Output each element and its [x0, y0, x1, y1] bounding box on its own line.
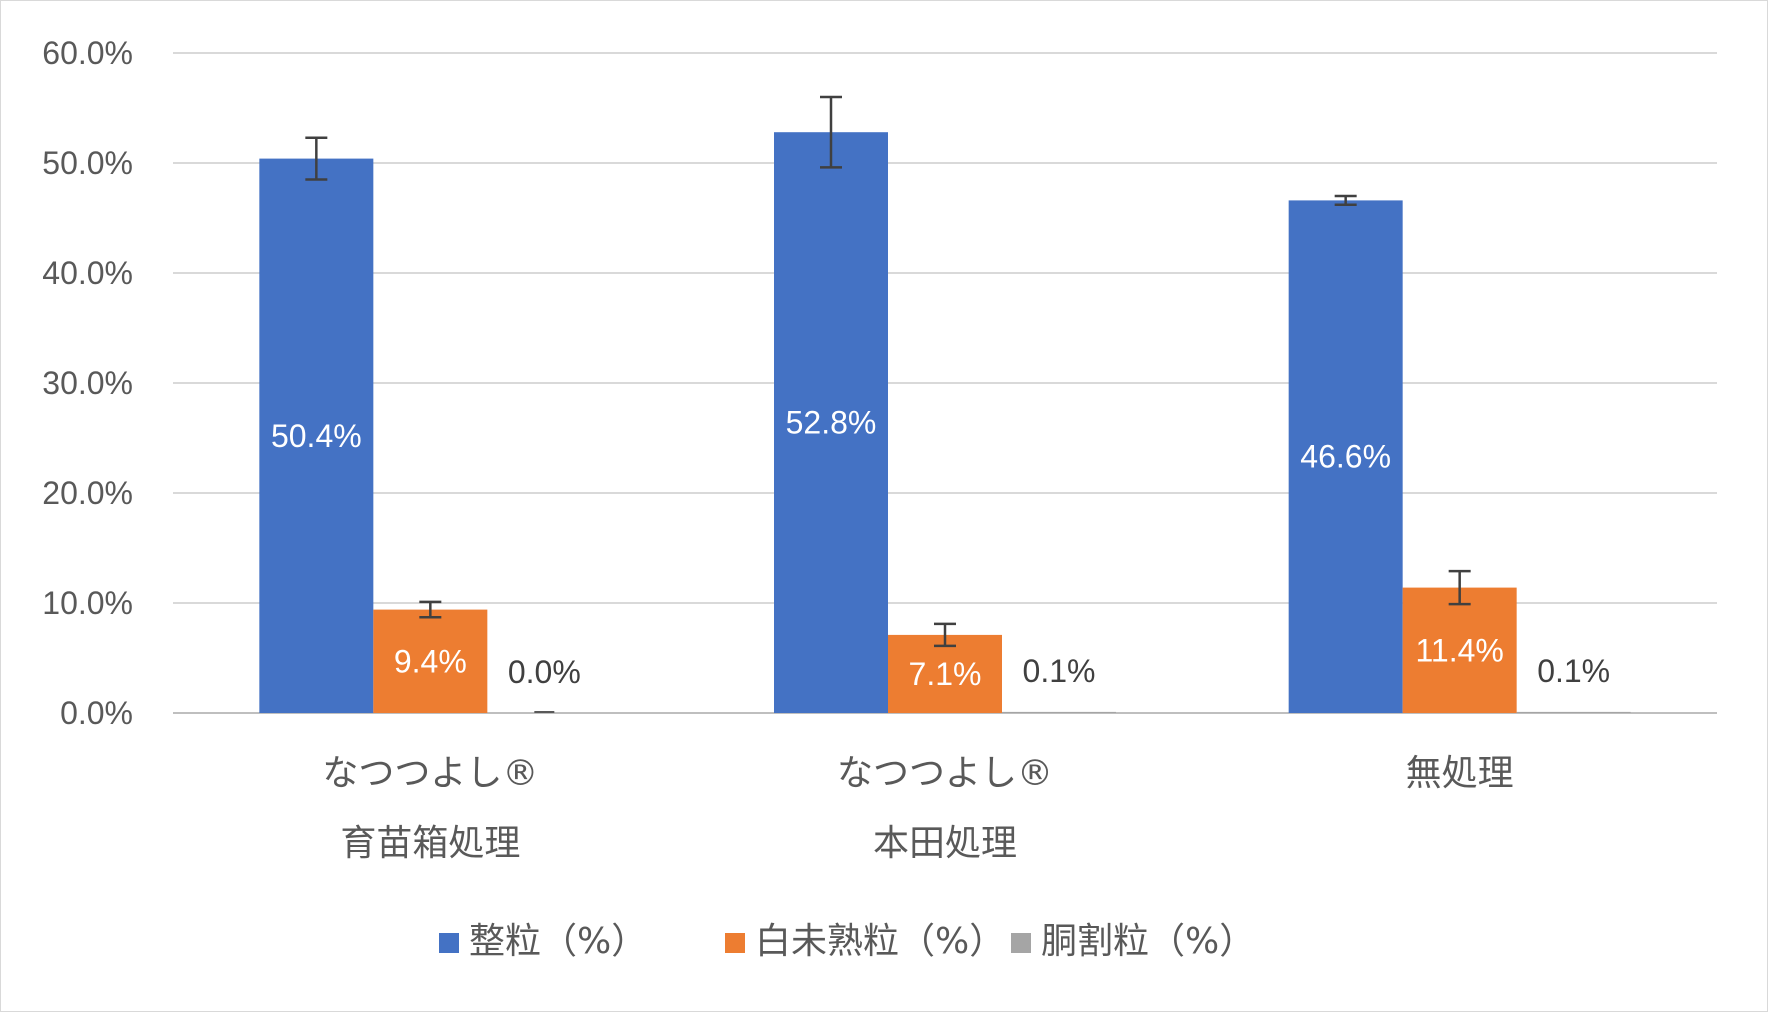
- bar: [774, 132, 888, 713]
- y-tick-label: 20.0%: [42, 475, 133, 511]
- data-label: 7.1%: [909, 656, 982, 692]
- legend: 整粒（%） 白未熟粒（%） 胴割粒（%）: [439, 921, 1255, 962]
- category-label: 育苗箱処理: [340, 823, 520, 864]
- data-label: 52.8%: [786, 405, 877, 441]
- y-tick-label: 50.0%: [42, 145, 133, 181]
- y-tick-label: 60.0%: [42, 35, 133, 71]
- legend-label: 胴割粒（%）: [1041, 921, 1255, 962]
- category-label: 無処理: [1406, 753, 1514, 794]
- y-tick-label: 0.0%: [60, 695, 133, 731]
- data-label: 11.4%: [1415, 632, 1503, 668]
- legend-swatch: [1011, 933, 1031, 953]
- data-label: 9.4%: [394, 643, 467, 679]
- data-labels: 50.4% 9.4% 0.0% 52.8% 7.1% 0.1% 46.6% 11.4% 0.1%: [271, 405, 1610, 692]
- y-tick-label: 30.0%: [42, 365, 133, 401]
- data-label: 0.1%: [1537, 653, 1610, 689]
- y-tick-label: 10.0%: [42, 585, 133, 621]
- category-label: 本田処理: [873, 823, 1017, 864]
- bar: [1288, 200, 1403, 713]
- data-label: 46.6%: [1300, 439, 1391, 475]
- data-label: 50.4%: [271, 418, 362, 454]
- data-label: 0.1%: [1023, 653, 1096, 689]
- y-axis-ticks: 0.0% 10.0% 20.0% 30.0% 40.0% 50.0% 60.0%: [42, 35, 133, 731]
- category-label: なつつよし®: [837, 753, 1053, 794]
- bar: [1002, 711, 1116, 713]
- legend-label: 整粒（%）: [469, 921, 647, 962]
- bar: [373, 609, 488, 713]
- legend-label: 白未熟粒（%）: [755, 921, 1005, 962]
- bar: [888, 634, 1002, 713]
- error-bars: [305, 95, 1471, 648]
- category-label: なつつよし®: [322, 753, 538, 794]
- bar: [1402, 587, 1517, 713]
- y-tick-label: 40.0%: [42, 255, 133, 291]
- bar: [1516, 711, 1631, 713]
- legend-swatch: [439, 933, 459, 953]
- data-label: 0.0%: [508, 654, 581, 690]
- bar: [259, 158, 374, 714]
- bars: [259, 132, 1631, 714]
- legend-swatch: [725, 933, 745, 953]
- x-axis-categories: なつつよし® 育苗箱処理 なつつよし® 本田処理 無処理: [322, 753, 1513, 864]
